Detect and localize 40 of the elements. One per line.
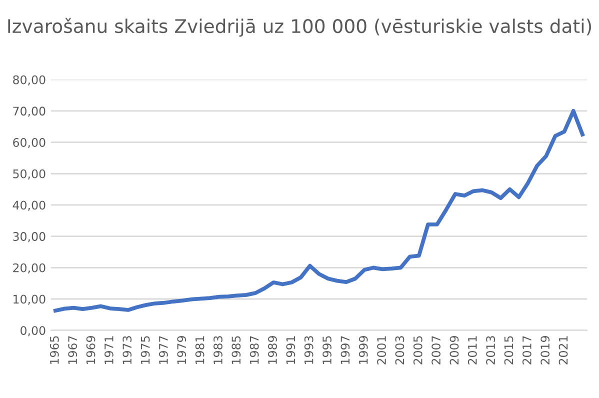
x-tick-label: 1983	[214, 336, 222, 364]
y-tick-label: 30,00	[13, 232, 46, 242]
x-tick-label: 2003	[395, 336, 404, 364]
x-tick-label: 1985	[232, 336, 241, 364]
x-tick-label: 1993	[304, 336, 314, 364]
y-tick-label: 50,00	[13, 169, 46, 180]
x-tick-label: 1999	[358, 336, 368, 364]
x-tick-label: 1969	[86, 336, 96, 364]
x-tick-label: 1967	[68, 336, 78, 364]
x-tick-label: 1995	[322, 336, 332, 364]
x-tick-label: 2015	[504, 336, 514, 364]
x-tick-label: 2007	[432, 336, 441, 364]
x-tick-label: 1989	[268, 336, 277, 364]
x-tick-label: 1973	[122, 336, 132, 364]
x-tick-label: 1981	[195, 336, 204, 364]
x-tick-label: 1991	[286, 336, 296, 364]
y-tick-label: 80,00	[13, 75, 46, 86]
x-tick-label: 1987	[250, 336, 259, 364]
x-tick-label: 2017	[522, 336, 532, 364]
x-tick-label: 2021	[558, 336, 568, 364]
x-tick-label: 1979	[177, 336, 186, 364]
chart-title: Izvarošanu skaits Zviedrijā uz 100 000 (vēsturiskie valsts dati)	[8, 18, 592, 37]
x-tick-label: 1997	[340, 336, 350, 364]
y-tick-label: 20,00	[13, 263, 46, 274]
x-tick-label: 2009	[450, 336, 459, 364]
y-tick-label: 40,00	[12, 200, 46, 211]
x-tick-label: 2005	[413, 336, 422, 364]
x-tick-label: 1971	[104, 336, 114, 364]
x-tick-label: 2013	[486, 336, 496, 364]
line-series	[54, 109, 584, 313]
y-tick-label: 70,00	[13, 106, 46, 117]
y-tick-label: 0,00	[20, 326, 46, 336]
x-tick-label: 2019	[540, 336, 550, 364]
y-tick-label: 60,00	[13, 138, 46, 148]
x-tick-label: 2011	[468, 336, 477, 364]
x-tick-label: 1977	[158, 336, 168, 364]
x-tick-label: 1965	[50, 336, 59, 364]
x-tick-label: 1975	[140, 336, 150, 364]
x-tick-label: 2001	[377, 336, 386, 364]
y-tick-label: 10,00	[14, 294, 46, 305]
